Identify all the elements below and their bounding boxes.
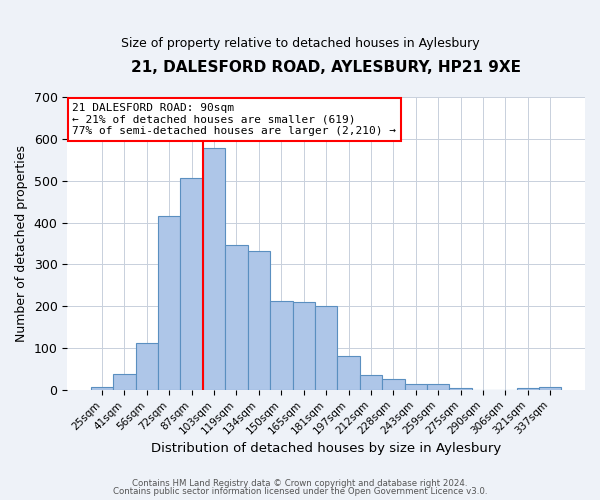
Bar	[539, 386, 562, 390]
Bar	[136, 342, 158, 390]
Bar	[181, 178, 203, 390]
Bar	[382, 380, 404, 390]
Bar	[91, 386, 113, 390]
Bar	[360, 375, 382, 390]
Bar	[203, 148, 225, 390]
Bar	[427, 384, 449, 390]
Bar	[337, 356, 360, 390]
Bar	[270, 301, 293, 390]
Bar	[113, 374, 136, 390]
Bar	[517, 388, 539, 390]
Text: Contains HM Land Registry data © Crown copyright and database right 2024.: Contains HM Land Registry data © Crown c…	[132, 478, 468, 488]
Bar	[315, 306, 337, 390]
X-axis label: Distribution of detached houses by size in Aylesbury: Distribution of detached houses by size …	[151, 442, 501, 455]
Text: Contains public sector information licensed under the Open Government Licence v3: Contains public sector information licen…	[113, 487, 487, 496]
Bar	[248, 250, 270, 390]
Bar	[225, 244, 248, 390]
Bar	[404, 384, 427, 390]
Title: 21, DALESFORD ROAD, AYLESBURY, HP21 9XE: 21, DALESFORD ROAD, AYLESBURY, HP21 9XE	[131, 60, 521, 75]
Bar	[158, 216, 181, 390]
Text: 21 DALESFORD ROAD: 90sqm
← 21% of detached houses are smaller (619)
77% of semi-: 21 DALESFORD ROAD: 90sqm ← 21% of detach…	[73, 103, 397, 136]
Y-axis label: Number of detached properties: Number of detached properties	[15, 145, 28, 342]
Text: Size of property relative to detached houses in Aylesbury: Size of property relative to detached ho…	[121, 38, 479, 51]
Bar	[449, 388, 472, 390]
Bar	[293, 302, 315, 390]
